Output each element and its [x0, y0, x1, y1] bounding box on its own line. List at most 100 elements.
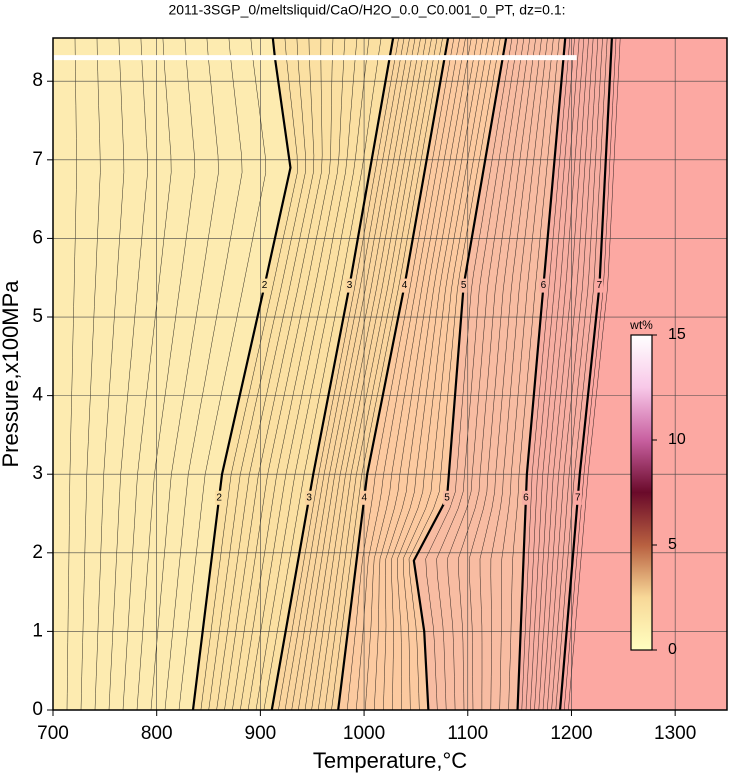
- thin-contour: [216, 38, 315, 710]
- contour-label: 7: [597, 280, 603, 291]
- contour-line: [558, 38, 614, 710]
- x-axis-label: Temperature,°C: [313, 748, 467, 773]
- thin-contour: [150, 38, 219, 710]
- thin-contour: [164, 38, 243, 710]
- contour-label: 4: [402, 280, 408, 291]
- thin-contour: [479, 38, 542, 710]
- thin-contour: [284, 38, 405, 710]
- thin-contour: [490, 38, 548, 710]
- contour-label: 2: [216, 492, 222, 503]
- contour-label: 6: [523, 492, 529, 503]
- thin-contour: [547, 38, 599, 710]
- thin-contour: [551, 38, 603, 710]
- contour-label-bg: [305, 490, 314, 505]
- thin-contour: [263, 38, 382, 710]
- contour-label-bg: [521, 490, 530, 505]
- contour-label-bg: [595, 278, 604, 293]
- y-tick-label: 4: [32, 385, 43, 406]
- y-tick-label: 6: [32, 227, 43, 248]
- contour-label-bg: [539, 278, 548, 293]
- contour-label: 4: [362, 492, 368, 503]
- contour-label-bg: [345, 278, 354, 293]
- y-tick-label: 7: [32, 149, 43, 170]
- contour-label-bg: [215, 490, 224, 505]
- y-tick-label: 8: [32, 70, 43, 91]
- thin-contour: [122, 38, 172, 710]
- thin-contour: [397, 38, 489, 710]
- thin-contour: [208, 38, 306, 710]
- colorbar: [630, 334, 653, 651]
- thin-contour: [80, 38, 101, 710]
- thin-contour: [291, 38, 410, 710]
- thin-contour: [402, 38, 495, 710]
- thin-contour: [94, 38, 125, 710]
- thin-contour: [224, 38, 323, 710]
- thin-contour: [508, 38, 560, 710]
- x-tick-label: 1200: [550, 723, 592, 744]
- contour-label: 3: [347, 280, 353, 291]
- y-axis-label: Pressure,x100MPa: [0, 280, 23, 468]
- chart-title: 2011-3SGP_0/meltsliquid/CaO/H2O_0.0_C0.0…: [168, 2, 565, 18]
- thin-contour: [304, 38, 421, 710]
- contour-label-bg: [573, 490, 582, 505]
- colorbar-label: wt%: [629, 318, 653, 332]
- thin-contour: [499, 38, 554, 710]
- thin-contour: [317, 38, 432, 710]
- thin-contour: [542, 38, 594, 710]
- thin-contour: [436, 38, 519, 710]
- thin-contour: [391, 38, 484, 710]
- thin-contour: [255, 38, 370, 710]
- contour-label: 5: [461, 280, 467, 291]
- thin-contour: [373, 38, 472, 710]
- thin-contour: [346, 38, 455, 710]
- y-tick-label: 1: [32, 620, 43, 641]
- x-tick-label: 1300: [654, 723, 696, 744]
- thin-contour: [468, 38, 536, 710]
- contour-label: 7: [575, 492, 581, 503]
- contour-line: [516, 38, 567, 710]
- y-tick-label: 3: [32, 463, 43, 484]
- colorbar-tick-label: 5: [668, 536, 677, 553]
- thin-contour: [364, 38, 466, 710]
- thin-contour: [240, 38, 346, 710]
- thin-contour: [555, 38, 608, 710]
- thin-contour: [66, 38, 77, 710]
- thin-contour: [324, 38, 438, 710]
- thin-contour: [108, 38, 148, 710]
- colorbar-tick-label: 0: [668, 641, 677, 658]
- contour-label: 6: [541, 280, 547, 291]
- thin-contour: [447, 38, 525, 710]
- thin-contour: [538, 38, 589, 710]
- contour-label-bg: [400, 278, 409, 293]
- y-tick-label: 5: [32, 306, 43, 327]
- contour-line: [270, 38, 395, 710]
- plot-frame: [52, 37, 728, 711]
- thin-contour: [298, 38, 416, 710]
- x-tick-label: 1100: [447, 723, 488, 744]
- thin-contour: [200, 38, 298, 710]
- thin-contour: [278, 38, 399, 710]
- thin-contour: [311, 38, 427, 710]
- thin-contour: [521, 38, 571, 710]
- thin-contour: [563, 38, 617, 710]
- contour-label-bg: [260, 278, 269, 293]
- thin-contour: [232, 38, 334, 710]
- contour-label: 3: [306, 492, 312, 503]
- contour-label: 2: [262, 280, 268, 291]
- thin-contour: [178, 38, 267, 710]
- thin-contour: [425, 38, 513, 710]
- thin-contour: [355, 38, 460, 710]
- contour-line: [412, 38, 508, 710]
- contour-label-bg: [360, 490, 369, 505]
- thin-contour: [136, 38, 196, 710]
- y-tick-label: 0: [32, 699, 43, 720]
- overlay: 2 2 3 3 4 4 5 5 6 6 7 7 wt% 0 5 10 15: [215, 278, 686, 658]
- thin-contour: [534, 38, 585, 710]
- thin-contour: [458, 38, 531, 710]
- thin-contour: [568, 38, 621, 710]
- contour-label-bg: [459, 278, 468, 293]
- thin-contour: [408, 38, 501, 710]
- thin-contour: [530, 38, 580, 710]
- contour-line: [337, 38, 450, 710]
